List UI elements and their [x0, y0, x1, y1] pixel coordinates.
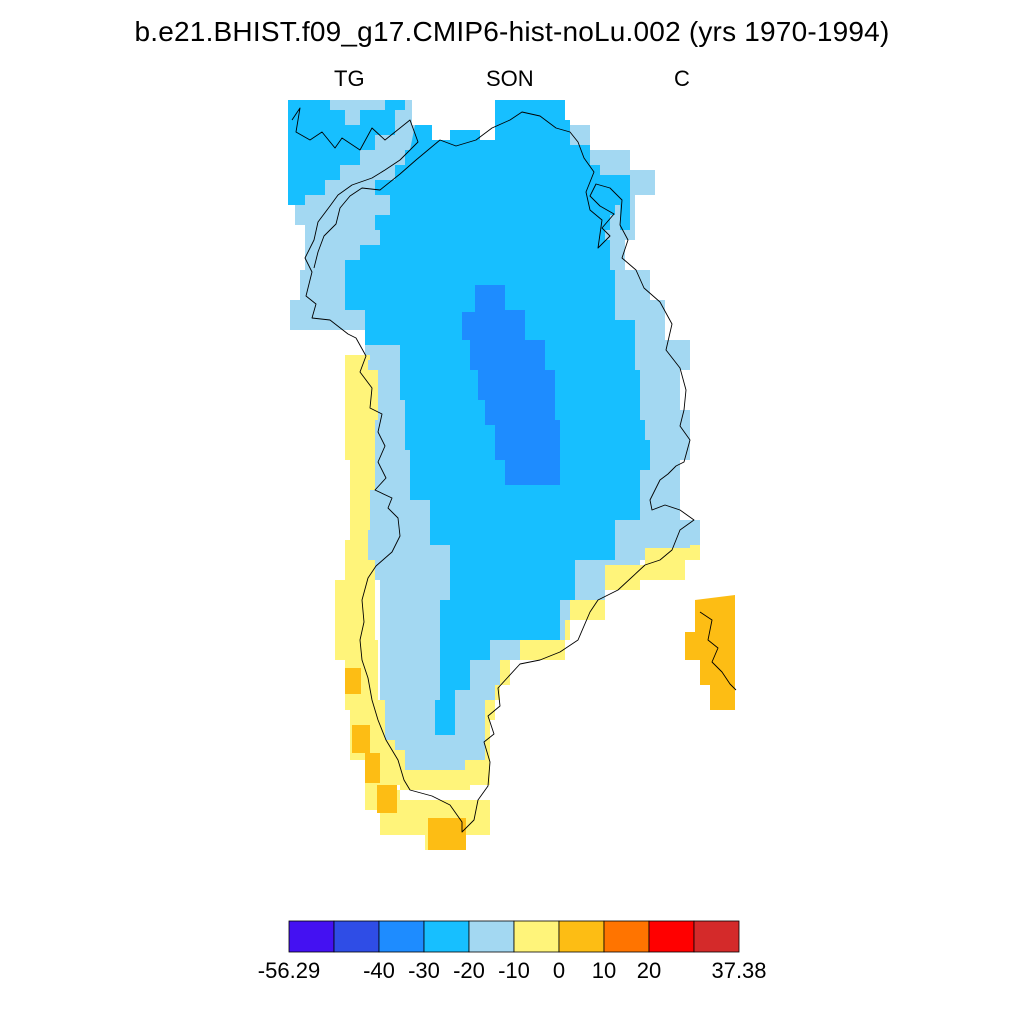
season-label: SON — [486, 66, 534, 91]
variable-label: TG — [334, 66, 365, 91]
field-yellow-west — [335, 355, 700, 850]
colorbar-bin — [513, 920, 560, 953]
field-sky-blue — [288, 100, 650, 735]
units-label: C — [674, 66, 690, 91]
colorbar — [288, 920, 740, 953]
field-medium-blue — [462, 285, 560, 485]
colorbar-bin — [468, 920, 515, 953]
colorbar-bin — [333, 920, 380, 953]
colorbar-tick-label: -30 — [408, 958, 440, 983]
coastline — [291, 107, 737, 833]
colorbar-bin — [603, 920, 650, 953]
colorbar-tick-label: 20 — [636, 958, 662, 983]
colorbar-tick-label: 10 — [591, 958, 617, 983]
colorbar-bin — [378, 920, 425, 953]
field-orange — [345, 595, 735, 850]
colorbar-bin — [693, 920, 740, 953]
colorbar-tick-label: -20 — [453, 958, 485, 983]
figure-title: b.e21.BHIST.f09_g17.CMIP6-hist-noLu.002 … — [134, 16, 890, 47]
colorbar-bin — [648, 920, 695, 953]
colorbar-bin — [423, 920, 470, 953]
colorbar-tick-label: -40 — [363, 958, 395, 983]
map-panel — [288, 100, 737, 850]
colorbar-tick-label: 37.38 — [711, 958, 767, 983]
colorbar-tick-label: -56.29 — [257, 958, 321, 983]
colorbar-tick-label: 0 — [552, 958, 566, 983]
colorbar-bin — [288, 920, 335, 953]
colorbar-tick-label: -10 — [498, 958, 530, 983]
colorbar-bin — [558, 920, 605, 953]
